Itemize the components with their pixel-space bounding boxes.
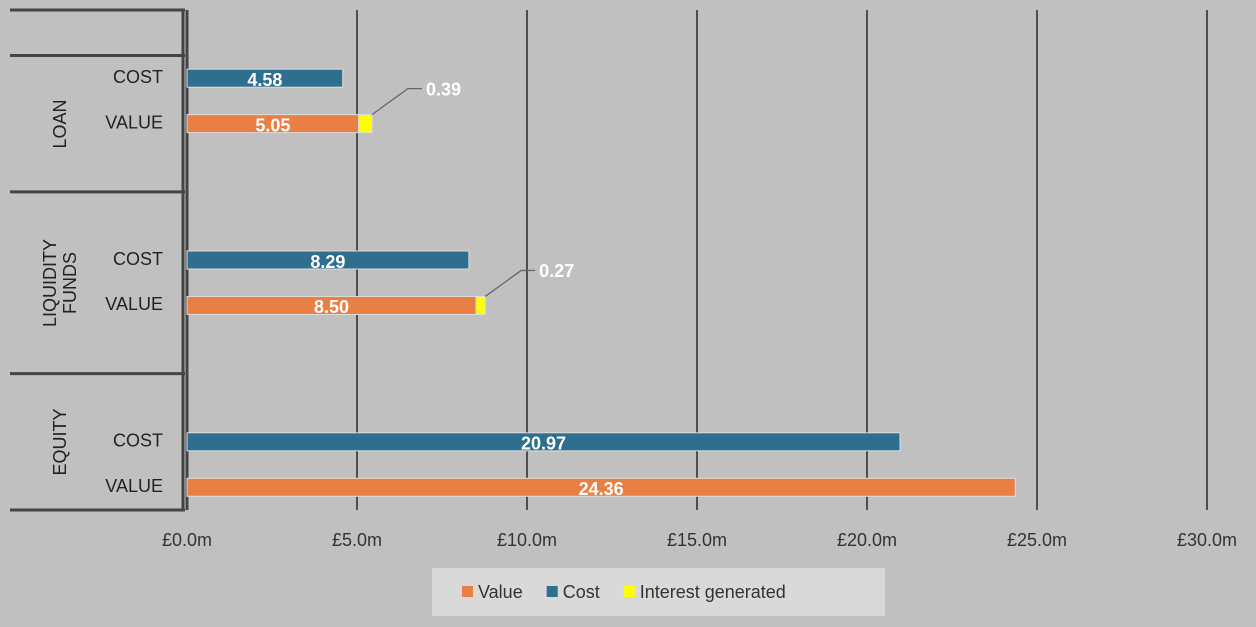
group-label: LOAN	[50, 99, 70, 149]
x-tick-label: £10.0m	[497, 530, 557, 550]
bar	[186, 477, 1016, 497]
group-label: EQUITY	[50, 408, 70, 476]
y-tick-label: COST	[113, 431, 163, 451]
y-tick-label: COST	[113, 249, 163, 269]
data-label: 0.27	[539, 261, 574, 281]
leader-line	[484, 269, 536, 297]
data-label: 4.58	[247, 70, 282, 90]
data-label: 8.29	[310, 252, 345, 272]
legend-box	[432, 568, 885, 616]
data-label: 24.36	[579, 479, 624, 499]
legend-swatch	[623, 586, 635, 597]
data-label: 20.97	[521, 434, 566, 454]
group-label: LIQUIDITY FUNDS	[40, 238, 80, 327]
y-tick-label: VALUE	[105, 294, 163, 314]
x-tick-label: £5.0m	[332, 530, 382, 550]
bar	[358, 114, 373, 134]
data-label: 5.05	[255, 115, 290, 135]
y-tick-label: VALUE	[105, 476, 163, 496]
legend-label: Value	[478, 582, 523, 602]
x-tick-label: £20.0m	[837, 530, 897, 550]
y-tick-label: VALUE	[105, 112, 163, 132]
y-tick-label: COST	[113, 67, 163, 87]
data-label: 8.50	[314, 297, 349, 317]
bar	[186, 250, 470, 270]
legend-swatch	[546, 586, 558, 597]
x-tick-label: £0.0m	[162, 530, 212, 550]
x-tick-label: £25.0m	[1007, 530, 1067, 550]
data-label: 0.39	[426, 79, 461, 99]
legend-swatch	[462, 586, 473, 597]
leader-line	[371, 87, 422, 116]
x-tick-label: £30.0m	[1177, 530, 1237, 550]
x-tick-label: £15.0m	[667, 530, 727, 550]
bar	[475, 295, 486, 315]
legend-label: Cost	[563, 582, 600, 602]
legend-label: Interest generated	[640, 582, 786, 602]
bar	[186, 432, 901, 452]
bar	[186, 68, 344, 88]
